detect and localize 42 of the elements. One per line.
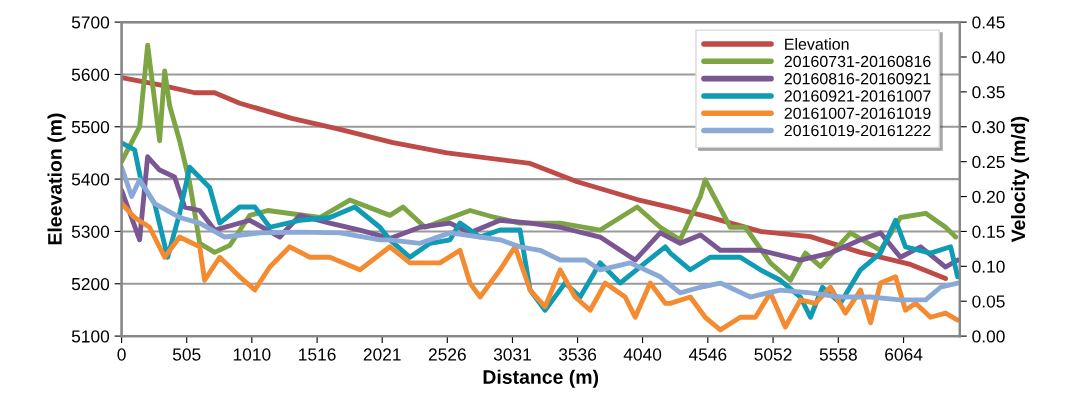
x-axis-title: Distance (m)	[483, 369, 599, 388]
y-tick-label: 5300	[71, 225, 110, 238]
x-tick-label: 4040	[623, 348, 662, 361]
line-series	[121, 75, 949, 281]
legend-label: 20160731-20160816	[784, 55, 931, 68]
x-tick-label: 505	[172, 348, 201, 361]
y2-tick-label: 0.20	[972, 190, 1005, 204]
x-tick-label: 5558	[819, 348, 857, 361]
x-tick-label: 6064	[885, 348, 923, 361]
legend-label: 20161019-20161222	[784, 124, 931, 137]
x-tick-label: 2021	[363, 348, 401, 361]
x-tick-label: 1516	[299, 348, 336, 361]
x-tick-label: 0	[117, 348, 126, 361]
y-axis-title: Eleevation (m)	[47, 113, 66, 245]
y2-axis-title: Velocity (m/d)	[1010, 116, 1030, 243]
y-tick-label: 5400	[71, 173, 110, 186]
y2-tick-label: 0.25	[972, 155, 1005, 169]
y2-tick-label: 0.40	[972, 51, 1005, 64]
y2-tick-label: 0.10	[972, 260, 1005, 273]
x-tick-label: 2526	[428, 348, 466, 361]
x-tick-label: 5052	[754, 348, 792, 361]
legend-label: 20161007-20161019	[784, 107, 931, 119]
x-tick-label: 3536	[558, 348, 597, 361]
x-tick-label: 3031	[493, 348, 531, 361]
x-tick-label: 1010	[233, 348, 271, 361]
y2-tick-label: 0.45	[972, 16, 1005, 29]
y-tick-label: 5700	[71, 16, 110, 29]
y-tick-label: 5600	[71, 68, 110, 81]
y2-tick-label: 0.00	[972, 330, 1005, 343]
y-tick-label: 5200	[71, 277, 110, 291]
legend-label: 20160816-20160921	[784, 73, 931, 85]
line-series	[121, 201, 960, 333]
legend-label: Elevation	[785, 38, 849, 50]
y2-tick-label: 0.05	[972, 295, 1005, 308]
line-series	[121, 164, 960, 303]
y-tick-label: 5100	[71, 330, 110, 343]
y2-tick-label: 0.15	[972, 225, 1005, 238]
x-tick-label: 4546	[688, 348, 727, 361]
y-tick-label: 5500	[71, 120, 110, 134]
y2-tick-label: 0.30	[972, 120, 1005, 134]
y2-tick-label: 0.35	[972, 86, 1005, 99]
legend-label: 20160921-20161007	[784, 90, 931, 102]
